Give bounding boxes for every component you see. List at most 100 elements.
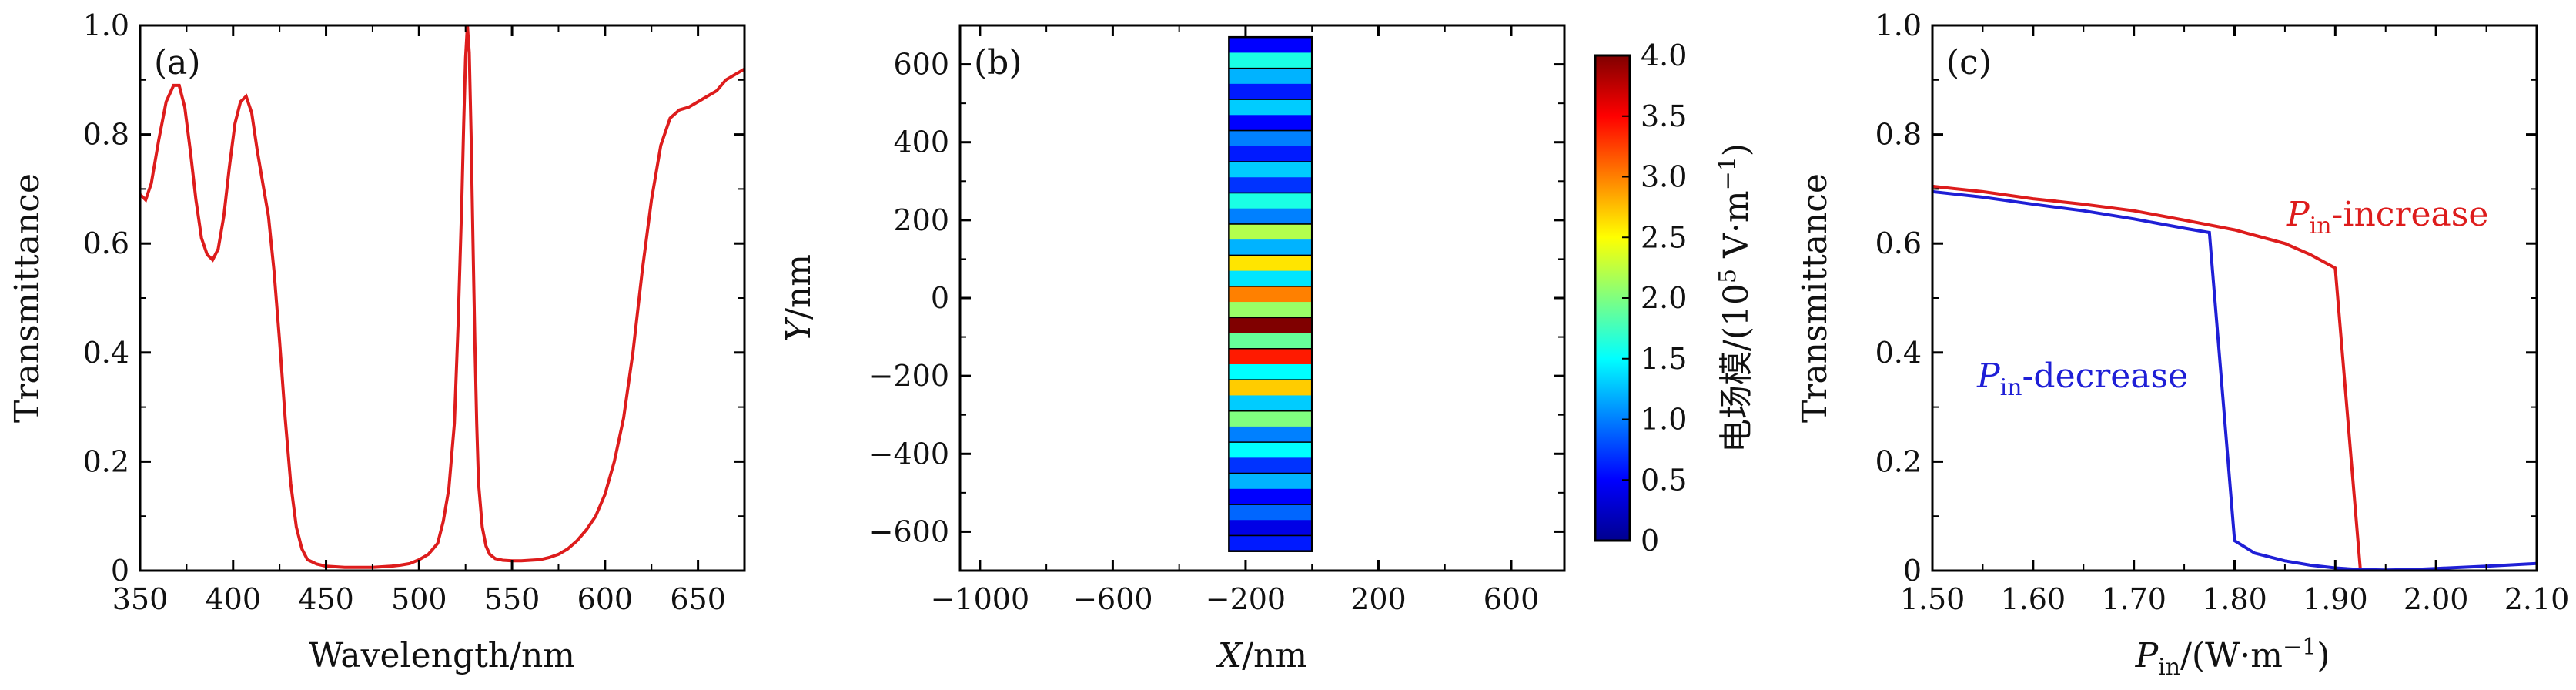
a-xtick-label: 550 [484, 582, 540, 616]
a-ytick-label: 0.4 [83, 336, 129, 370]
b-ytick-label: 400 [893, 126, 949, 159]
field-band [1229, 83, 1313, 100]
b-ytick-label: −400 [869, 437, 949, 471]
cb-tick-label: 0.5 [1641, 463, 1687, 497]
c-xtick-label: 2.10 [2504, 582, 2570, 616]
cb-label-unit: V·m [1717, 190, 1756, 268]
field-band [1229, 286, 1313, 303]
field-band [1229, 130, 1313, 147]
field-band [1229, 115, 1313, 132]
c-xtick-label: 2.00 [2404, 582, 2469, 616]
panel-label-b: (b) [974, 43, 1022, 82]
field-band [1229, 270, 1313, 287]
y-unit-b: /nm [779, 254, 818, 320]
field-band [1229, 488, 1313, 505]
x-sub-c: in [2158, 654, 2180, 681]
dec-sub: in [2000, 374, 2022, 401]
series-line [1932, 184, 2366, 571]
field-band [1229, 410, 1313, 427]
a-xtick-label: 600 [577, 582, 634, 616]
field-band [1229, 473, 1313, 490]
field-band [1229, 520, 1313, 537]
c-ytick-label: 0 [1903, 554, 1922, 588]
x-unit-c: /(W·m [2180, 636, 2283, 675]
field-band [1229, 68, 1313, 85]
panel-a: 350 400 450 500 550 600 650 0 0.2 0.4 0.6 0.8 1.0 (a… [8, 8, 746, 675]
y-axis-label-c: Transmittance [1795, 173, 1835, 423]
c-xtick-label: 1.80 [2202, 582, 2267, 616]
dec-rest: -decrease [2022, 357, 2189, 396]
x-unit-b: /nm [1242, 636, 1307, 675]
field-band [1229, 348, 1313, 365]
x-axis-label-c: Pin/(W·m−1) [2135, 634, 2330, 681]
field-band [1229, 333, 1313, 350]
field-band [1229, 99, 1313, 116]
y-axis-label-b: Y/nm [779, 254, 818, 342]
panel-label-a: (a) [154, 43, 201, 82]
a-ytick-label: 1.0 [83, 8, 129, 42]
x-axis-label-a: Wavelength/nm [309, 636, 575, 675]
a-xtick-label: 350 [112, 582, 169, 616]
inc-rest: -increase [2332, 195, 2489, 234]
x-close-c: ) [2317, 636, 2330, 675]
b-xtick-label: −600 [1072, 582, 1153, 616]
panel-c: 1.50 1.60 1.70 1.80 1.90 2.00 2.10 0 0.2 0.4 0.6 0.… [1795, 8, 2569, 681]
field-band [1229, 504, 1313, 521]
field-band [1229, 457, 1313, 474]
field-band [1229, 223, 1313, 240]
field-band [1229, 255, 1313, 272]
series-label-increase: Pin-increase [2286, 195, 2488, 239]
b-ytick-label: −200 [869, 359, 949, 393]
cb-tick-label: 2.0 [1641, 281, 1687, 315]
a-xtick-label: 400 [206, 582, 262, 616]
x-exp-c: −1 [2283, 634, 2317, 661]
c-ytick-label: 0.8 [1875, 118, 1922, 152]
a-ytick-label: 0 [111, 554, 129, 588]
b-xtick-label: −200 [1206, 582, 1286, 616]
inc-sub: in [2310, 213, 2332, 239]
colorbar-label: 电场模/(105 V·m−1) [1715, 143, 1756, 453]
series-line [1932, 189, 2537, 571]
c-xtick-label: 1.90 [2303, 582, 2368, 616]
field-band [1229, 380, 1313, 397]
field-band [1229, 162, 1313, 178]
field-band [1229, 317, 1313, 334]
field-band [1229, 239, 1313, 256]
b-xtick-label: 600 [1484, 582, 1540, 616]
transmittance-curve [140, 25, 744, 569]
cb-label-exp2: −1 [1715, 156, 1741, 190]
c-ytick-label: 1.0 [1875, 8, 1922, 42]
cb-label-close: ) [1717, 143, 1756, 156]
field-band [1229, 363, 1313, 380]
plot-frame-c [1931, 24, 2538, 572]
b-ytick-label: 200 [893, 203, 949, 237]
field-band [1229, 146, 1313, 162]
panel-b: −1000 −600 −200 200 600 −600 −400 −200 0 200 400 60… [779, 24, 1756, 675]
waveguide-outline [1228, 35, 1313, 552]
cb-tick-label: 2.5 [1641, 220, 1687, 254]
field-band [1229, 442, 1313, 458]
x-axis-label-b: X/nm [1216, 636, 1307, 675]
b-ytick-label: 600 [893, 48, 949, 82]
b-xtick-label: 200 [1350, 582, 1407, 616]
field-band [1229, 208, 1313, 225]
panel-label-c: (c) [1946, 43, 1992, 82]
cb-tick-label: 0 [1641, 524, 1659, 558]
cb-tick-label: 1.5 [1641, 342, 1687, 376]
a-ytick-label: 0.8 [83, 118, 129, 152]
c-xtick-label: 1.70 [2101, 582, 2166, 616]
field-band [1229, 302, 1313, 318]
series-label-decrease: Pin-decrease [1976, 357, 2188, 401]
y-var-b: Y [779, 317, 818, 342]
dec-var: P [1976, 357, 2001, 396]
c-ytick-label: 0.6 [1875, 226, 1922, 260]
cb-tick-label: 3.5 [1641, 99, 1687, 133]
a-ytick-label: 0.2 [83, 444, 129, 478]
field-band [1229, 37, 1313, 53]
a-xtick-label: 450 [298, 582, 354, 616]
field-band [1229, 426, 1313, 443]
cb-tick-label: 3.0 [1641, 160, 1687, 194]
b-xtick-label: −1000 [931, 582, 1030, 616]
a-xtick-label: 650 [670, 582, 726, 616]
